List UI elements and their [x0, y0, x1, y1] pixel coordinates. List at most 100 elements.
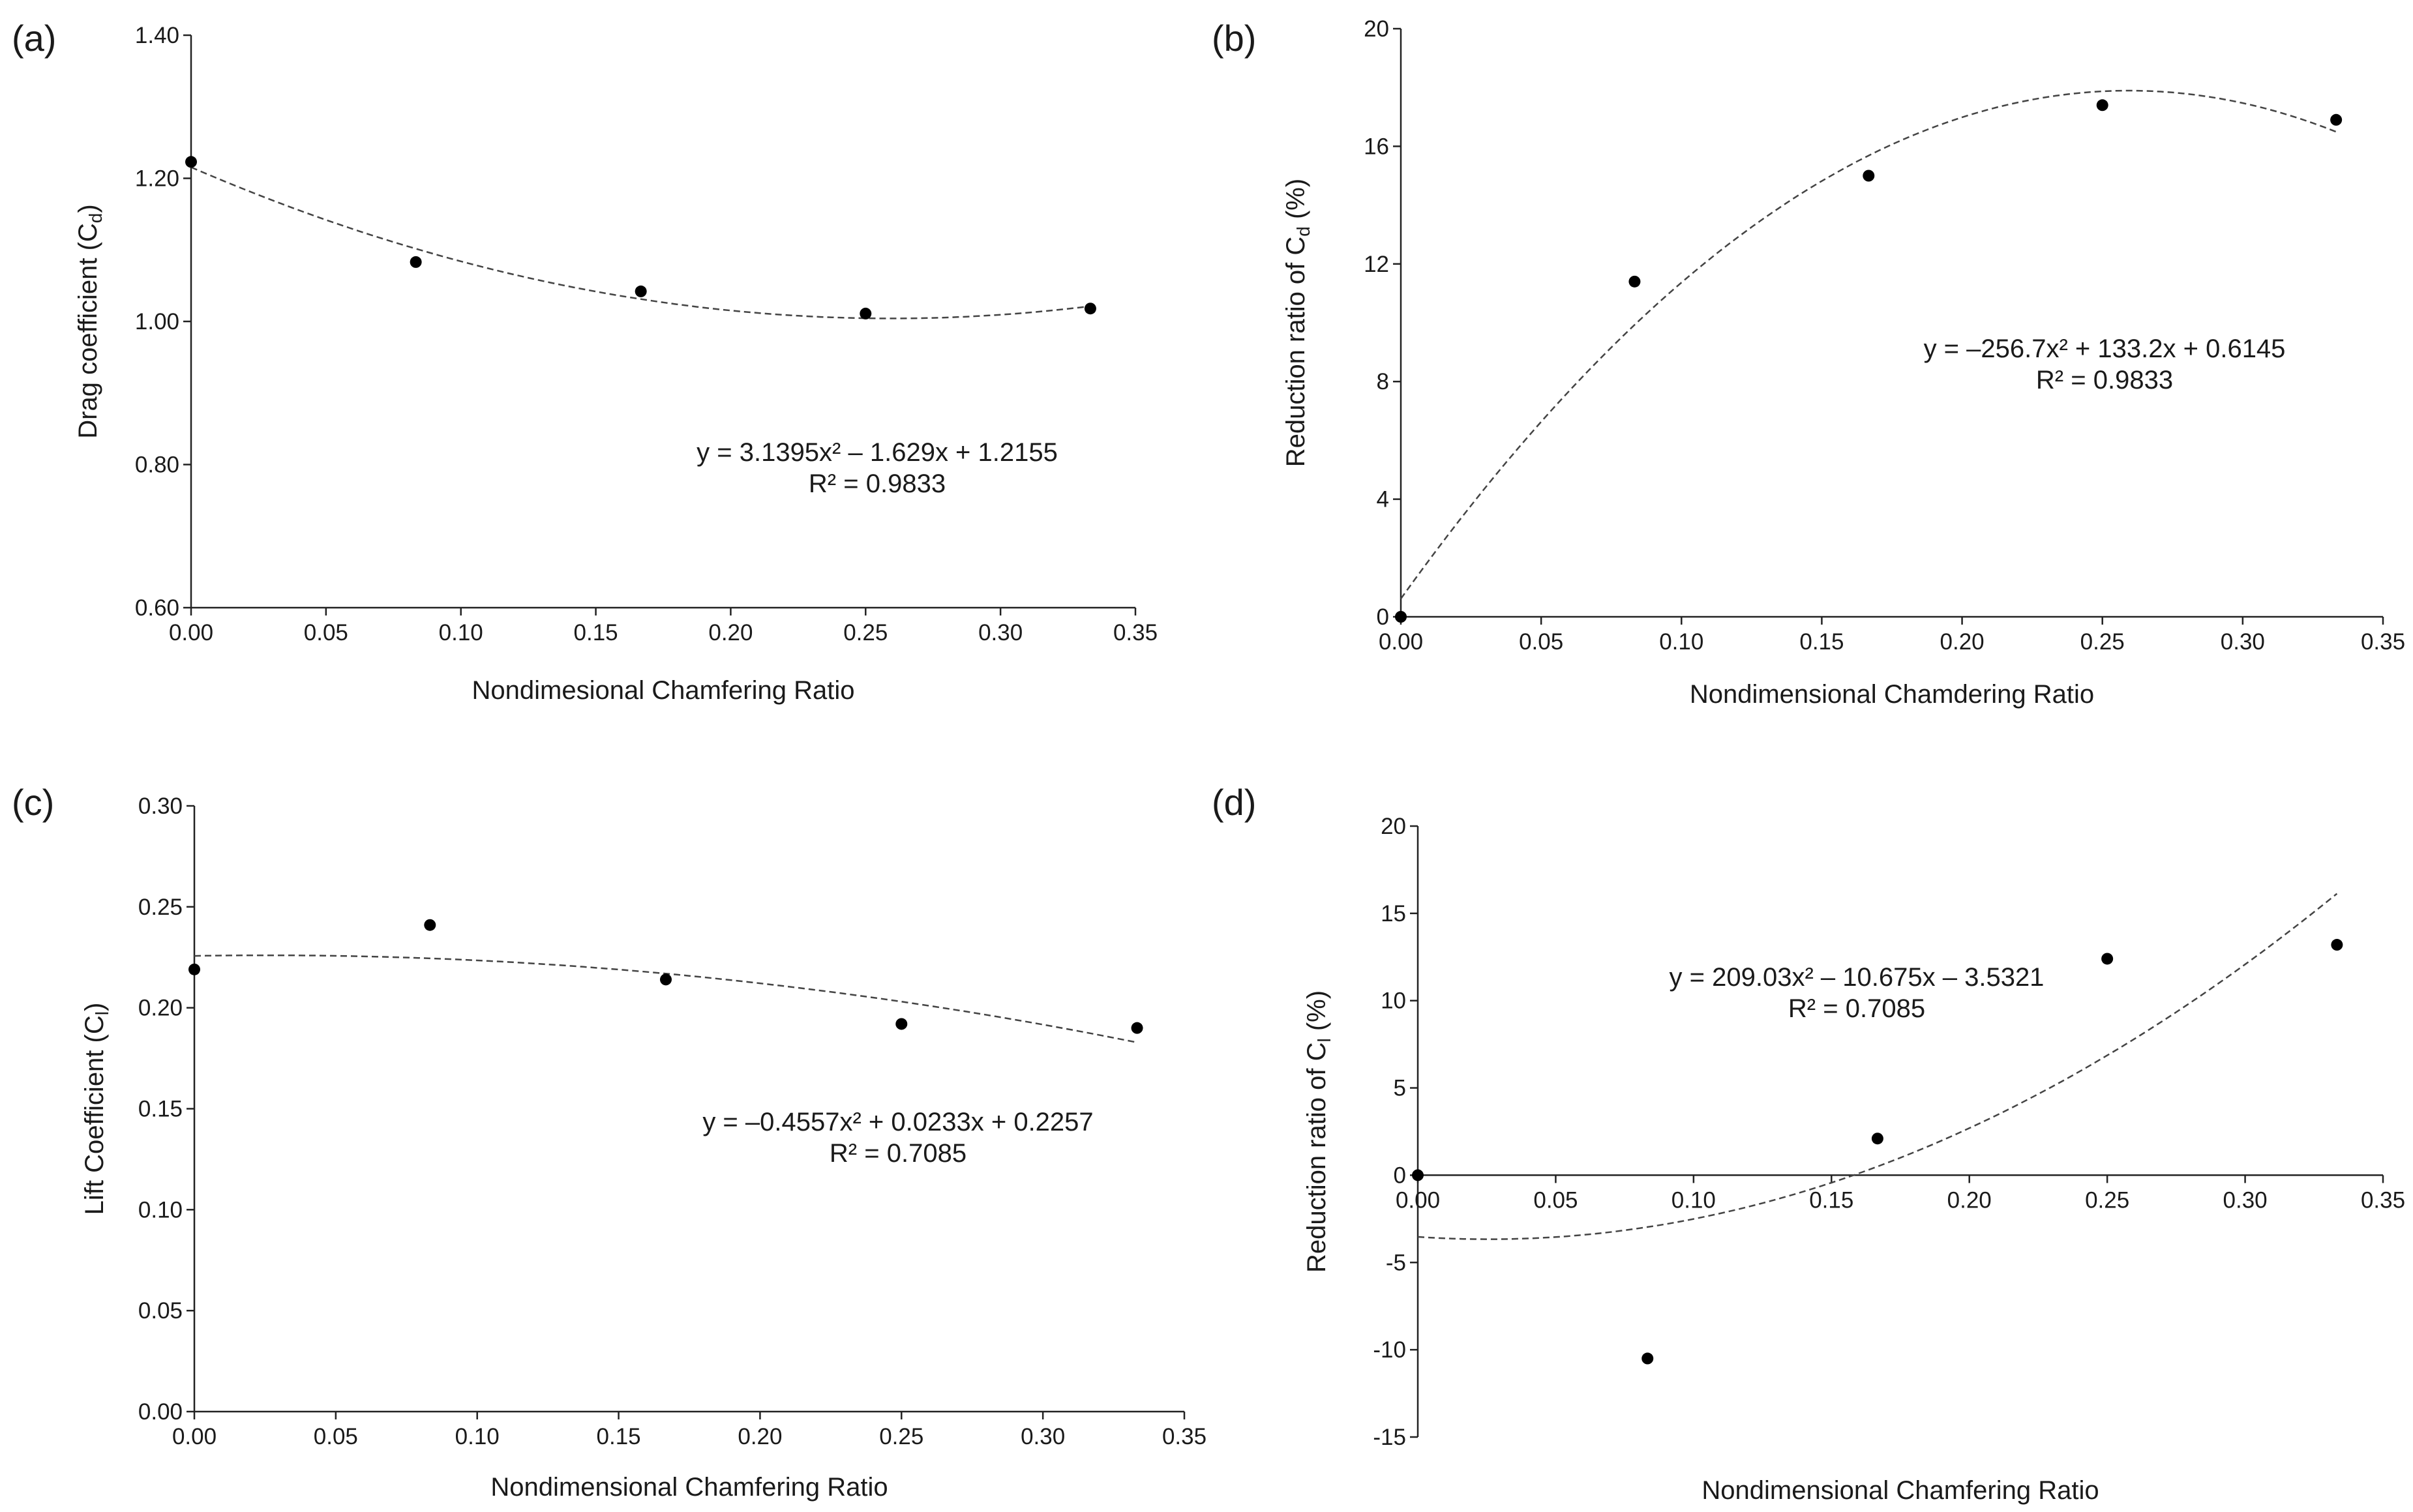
x-tick-label: 0.25	[843, 620, 888, 645]
x-tick-label: 0.30	[1021, 1424, 1065, 1449]
y-tick-label: -15	[1373, 1425, 1406, 1450]
y-tick-label: 16	[1364, 134, 1389, 159]
trendline	[194, 954, 1137, 1044]
x-tick-label: 0.35	[2361, 629, 2405, 655]
y-axis-title: Reduction ratio of Cd (%)	[1281, 179, 1313, 467]
trend-equation: y = –0.4557x² + 0.0233x + 0.2257	[702, 1108, 1093, 1136]
y-axis-title: Lift Coefficient (Cl)	[80, 1003, 112, 1215]
y-tick-label: 0.30	[138, 793, 183, 819]
chart-panel: (d) -15 -10 -5 0 5 10 15 20 0.00 0.05 0.10 0.15 0.20 0…	[1212, 782, 2405, 1505]
x-tick-label: 0.35	[1113, 620, 1158, 645]
data-point	[660, 973, 672, 986]
y-tick-label: -5	[1386, 1250, 1406, 1275]
x-tick-label: 0.15	[1809, 1187, 1853, 1213]
x-tick-label: 0.15	[574, 620, 618, 645]
data-point	[410, 256, 422, 268]
data-point	[424, 919, 436, 931]
chart-panel: (c) 0.00 0.05 0.10 0.15 0.20 0.25 0.30 0.00 0.05 0…	[12, 782, 1206, 1502]
y-axis-title-subscript: l	[92, 1011, 112, 1015]
y-axis-title: Drag coefficient (Cd)	[74, 204, 106, 438]
trend-r-squared: R² = 0.9833	[809, 469, 946, 498]
x-tick-label: 0.10	[455, 1424, 500, 1449]
data-point	[860, 307, 872, 319]
x-tick-label: 0.05	[1533, 1187, 1578, 1213]
y-tick-label: 20	[1381, 814, 1406, 839]
y-tick-label: 0	[1377, 604, 1389, 630]
y-axis-title-end: (%)	[1281, 179, 1310, 226]
trend-r-squared: R² = 0.9833	[2036, 366, 2173, 394]
x-tick-label: 0.20	[1940, 629, 1985, 655]
y-tick-label: 0.15	[138, 1097, 183, 1122]
y-tick-label: 0.05	[138, 1298, 183, 1324]
trend-equation: y = –256.7x² + 133.2x + 0.6145	[1924, 334, 2286, 363]
y-tick-label: 15	[1381, 901, 1406, 926]
data-point	[1395, 611, 1407, 623]
y-tick-label: 0.60	[135, 595, 179, 621]
y-tick-label: 0.25	[138, 895, 183, 920]
data-point	[895, 1018, 908, 1030]
panel-label: (c)	[12, 782, 54, 823]
x-tick-label: 0.20	[1947, 1187, 1992, 1213]
panel-label: (b)	[1212, 18, 1256, 59]
y-tick-label: 0.80	[135, 452, 179, 478]
data-point	[1628, 275, 1641, 288]
data-point	[188, 963, 200, 975]
x-tick-label: 0.30	[978, 620, 1023, 645]
x-tick-label: 0.00	[1379, 629, 1423, 655]
x-tick-label: 0.05	[314, 1424, 358, 1449]
y-tick-label: 0	[1394, 1163, 1406, 1188]
y-tick-label: 4	[1377, 487, 1389, 512]
trend-r-squared: R² = 0.7085	[830, 1139, 967, 1168]
y-axis-title-subscript: l	[1314, 1038, 1334, 1042]
y-axis-title-end: )	[80, 1003, 109, 1011]
data-point	[2331, 939, 2343, 951]
trendline	[1417, 893, 2338, 1240]
y-tick-label: 12	[1364, 252, 1389, 277]
trendline	[190, 166, 1091, 319]
x-axis-title: Nondimesional Chamfering Ratio	[472, 676, 855, 705]
y-axis-title-main: Drag coefficient (C	[74, 223, 102, 439]
chart-panel: (a) 0.60 0.80 1.00 1.20 1.40 0.00 0.05 0.10 0.15 0…	[12, 18, 1158, 705]
y-tick-label: 0.20	[138, 996, 183, 1021]
data-point	[1863, 170, 1875, 182]
y-tick-label: 5	[1394, 1076, 1406, 1101]
x-tick-label: 0.10	[1671, 1187, 1716, 1213]
y-tick-label: -10	[1373, 1337, 1406, 1363]
y-axis-title-main: Reduction ratio of C	[1302, 1043, 1331, 1273]
data-point	[1412, 1169, 1424, 1181]
chart-panel: (b) 0 4 8 12 16 20 0.00 0.05 0.10 0.15 0.20 0.25 0.30…	[1212, 16, 2405, 709]
x-tick-label: 0.30	[2221, 629, 2265, 655]
x-axis-title: Nondimensional Chamfering Ratio	[490, 1473, 888, 1502]
trend-equation: y = 3.1395x² – 1.629x + 1.2155	[697, 438, 1058, 467]
x-tick-label: 0.10	[1659, 629, 1703, 655]
x-tick-label: 0.05	[304, 620, 348, 645]
x-tick-label: 0.15	[597, 1424, 641, 1449]
y-tick-label: 1.00	[135, 309, 179, 334]
y-tick-label: 20	[1364, 16, 1389, 42]
x-tick-label: 0.00	[1396, 1187, 1440, 1213]
data-point	[635, 285, 647, 297]
x-tick-label: 0.35	[2361, 1187, 2405, 1213]
x-tick-label: 0.25	[2080, 629, 2125, 655]
panel-label: (a)	[12, 18, 56, 59]
y-tick-label: 1.40	[135, 23, 179, 48]
x-tick-label: 0.30	[2223, 1187, 2268, 1213]
y-tick-label: 10	[1381, 988, 1406, 1014]
x-tick-label: 0.20	[738, 1424, 782, 1449]
x-tick-label: 0.20	[708, 620, 753, 645]
x-tick-label: 0.35	[1162, 1424, 1206, 1449]
data-point	[1641, 1352, 1654, 1365]
y-axis-title-subscript: d	[85, 213, 106, 224]
panel-label: (d)	[1212, 782, 1256, 823]
data-point	[185, 156, 197, 168]
y-axis-title-main: Reduction ratio of C	[1281, 237, 1310, 467]
y-axis-title-subscript: d	[1293, 226, 1313, 237]
y-tick-label: 0.00	[138, 1399, 183, 1425]
x-tick-label: 0.15	[1799, 629, 1844, 655]
y-axis-title-end: (%)	[1302, 990, 1331, 1038]
data-point	[1084, 303, 1096, 315]
trend-r-squared: R² = 0.7085	[1788, 994, 1925, 1023]
x-tick-label: 0.25	[879, 1424, 923, 1449]
trendline	[1400, 89, 2337, 600]
